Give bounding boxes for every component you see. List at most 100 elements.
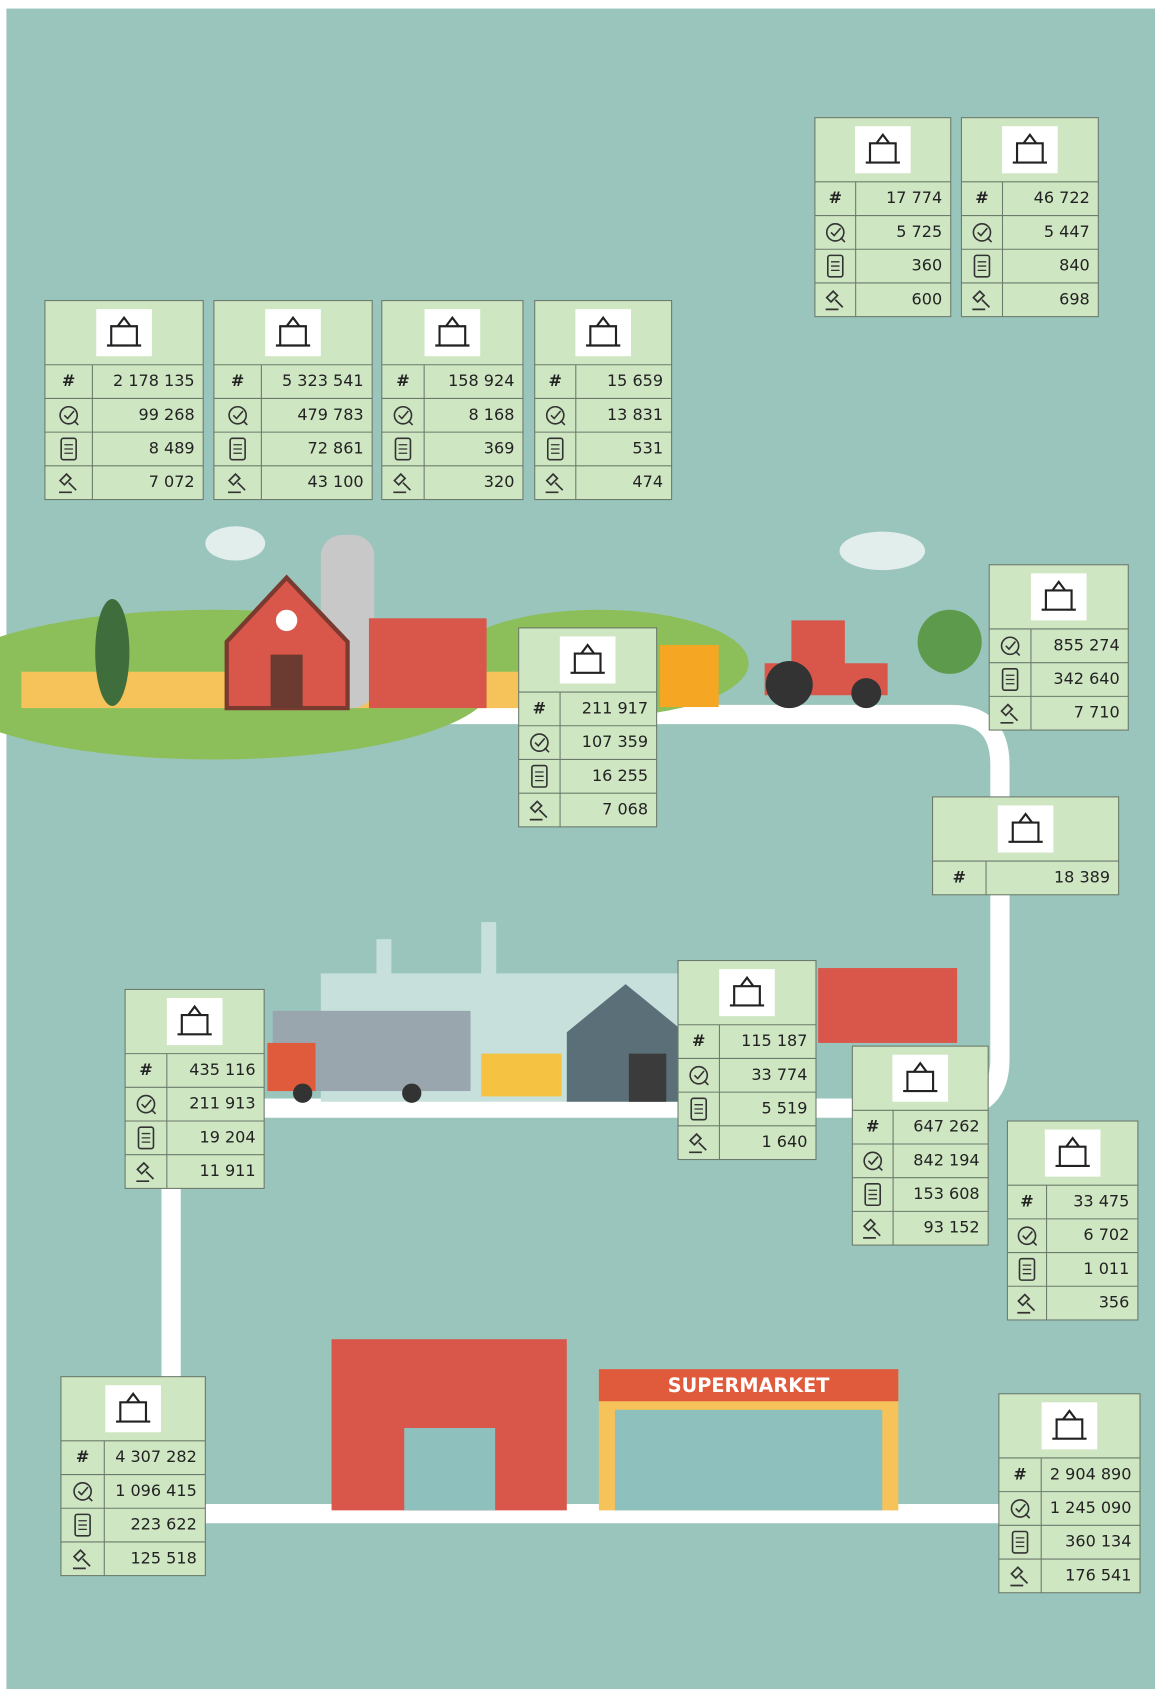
row-value: 153 608	[913, 1184, 979, 1203]
data-table: #158 924 8 168 369 320	[382, 301, 523, 500]
truck-cab	[267, 1043, 315, 1091]
row-value: 43 100	[308, 472, 364, 491]
row-value: 840	[1059, 256, 1090, 275]
barn-window	[276, 610, 297, 631]
row-value: 7 068	[602, 800, 648, 819]
data-table: #17 774 5 725 360 600	[815, 118, 951, 317]
row-value: 8 489	[149, 438, 195, 457]
row-value: 115 187	[741, 1031, 807, 1050]
row-value: 369	[484, 438, 515, 457]
data-table: #33 475 6 702 1 011 356	[1007, 1121, 1137, 1320]
data-table: #2 904 890 1 245 090 360 134 176 541	[999, 1394, 1140, 1593]
row-value: 1 640	[762, 1132, 808, 1151]
row-value: 360 134	[1065, 1532, 1131, 1551]
chimney	[376, 939, 391, 1003]
hay	[660, 645, 719, 707]
data-table: #46 7225 447840698	[961, 118, 1098, 317]
row-value: 17 774	[886, 188, 942, 207]
data-table: #5 323 541 479 783 72 861 43 100	[214, 301, 372, 500]
crates	[481, 1054, 561, 1097]
tree	[918, 610, 982, 674]
data-table: #18 389	[933, 797, 1119, 895]
data-table: #115 18733 7745 5191 640	[678, 961, 816, 1160]
row-label: #	[231, 371, 244, 390]
row-label: #	[396, 371, 409, 390]
row-value: 15 659	[607, 371, 663, 390]
row-label: #	[829, 188, 842, 207]
row-value: 11 911	[200, 1161, 256, 1180]
row-label: #	[549, 371, 562, 390]
row-value: 5 323 541	[282, 371, 364, 390]
tractor-wheel	[766, 661, 813, 708]
row-value: 2 178 135	[113, 371, 195, 390]
supermarket-text: SUPERMARKET	[668, 1374, 831, 1397]
row-value: 33 774	[751, 1065, 807, 1084]
shop-door	[404, 1428, 495, 1510]
row-value: 4 307 282	[115, 1447, 197, 1466]
row-value: 99 268	[139, 405, 195, 424]
row-value: 2 904 890	[1050, 1464, 1132, 1483]
shed	[369, 618, 487, 708]
tree	[95, 599, 129, 706]
row-value: 33 475	[1073, 1192, 1129, 1211]
data-table: #2 178 135 99 268 8 489 7 072	[45, 301, 203, 500]
row-label: #	[1020, 1192, 1033, 1211]
tractor-wheel	[851, 678, 881, 708]
row-value: 5 519	[762, 1098, 808, 1117]
row-value: 6 702	[1083, 1225, 1129, 1244]
supermarket-window	[615, 1410, 882, 1511]
row-value: 5 447	[1044, 222, 1090, 241]
row-value: 647 262	[913, 1117, 979, 1136]
row-value: 842 194	[913, 1150, 979, 1169]
truck-wheel	[402, 1084, 421, 1103]
data-table: #15 659 13 831 531 474	[535, 301, 672, 500]
row-value: 435 116	[189, 1060, 255, 1079]
row-label: #	[1013, 1464, 1026, 1483]
cloud	[205, 526, 265, 560]
row-value: 19 204	[200, 1127, 256, 1146]
warehouse-door	[629, 1054, 666, 1102]
row-value: 8 168	[469, 405, 515, 424]
row-value: 1 245 090	[1050, 1498, 1132, 1517]
row-value: 5 725	[896, 222, 942, 241]
data-table: #435 116 211 913 19 204 11 911	[125, 989, 264, 1188]
row-value: 158 924	[448, 371, 514, 390]
row-label: #	[866, 1117, 879, 1136]
row-value: 7 710	[1074, 703, 1120, 722]
row-value: 107 359	[582, 732, 648, 751]
row-value: 342 640	[1053, 669, 1119, 688]
row-value: 360	[912, 256, 943, 275]
row-value: 320	[484, 472, 515, 491]
page: SUPERMARKET #2 178 135 99 268 8 489 7 072 #5…	[0, 0, 1155, 1689]
row-label: #	[975, 188, 988, 207]
truck-wheel	[293, 1084, 312, 1103]
row-value: 211 913	[189, 1094, 255, 1113]
row-value: 356	[1099, 1293, 1130, 1312]
data-table: #4 307 2821 096 415223 622125 518	[61, 1377, 205, 1576]
row-value: 72 861	[308, 438, 364, 457]
row-value: 479 783	[297, 405, 363, 424]
row-value: 13 831	[607, 405, 663, 424]
row-label: #	[953, 867, 966, 886]
row-value: 16 255	[592, 766, 648, 785]
silo-building	[818, 968, 957, 1043]
row-label: #	[533, 698, 546, 717]
row-value: 176 541	[1065, 1565, 1131, 1584]
row-value: 474	[632, 472, 663, 491]
barn-door	[271, 655, 303, 708]
row-value: 531	[632, 438, 663, 457]
row-value: 1 096 415	[115, 1481, 197, 1500]
chimney	[481, 922, 496, 986]
row-value: 698	[1059, 289, 1090, 308]
row-value: 7 072	[149, 472, 195, 491]
cloud	[840, 532, 926, 571]
row-value: 1 011	[1083, 1259, 1129, 1278]
infographic: SUPERMARKET #2 178 135 99 268 8 489 7 072 #5…	[0, 0, 1155, 1689]
row-label: #	[62, 371, 75, 390]
row-label: #	[139, 1060, 152, 1079]
data-table: 855 274342 6407 710	[989, 565, 1128, 730]
row-value: 223 622	[130, 1515, 196, 1534]
row-value: 18 389	[1054, 867, 1110, 886]
row-value: 211 917	[582, 698, 648, 717]
row-value: 600	[912, 289, 943, 308]
